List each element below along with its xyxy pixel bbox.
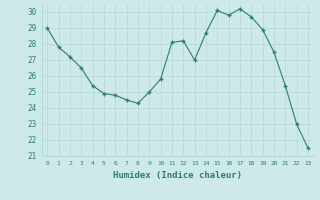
X-axis label: Humidex (Indice chaleur): Humidex (Indice chaleur) (113, 171, 242, 180)
